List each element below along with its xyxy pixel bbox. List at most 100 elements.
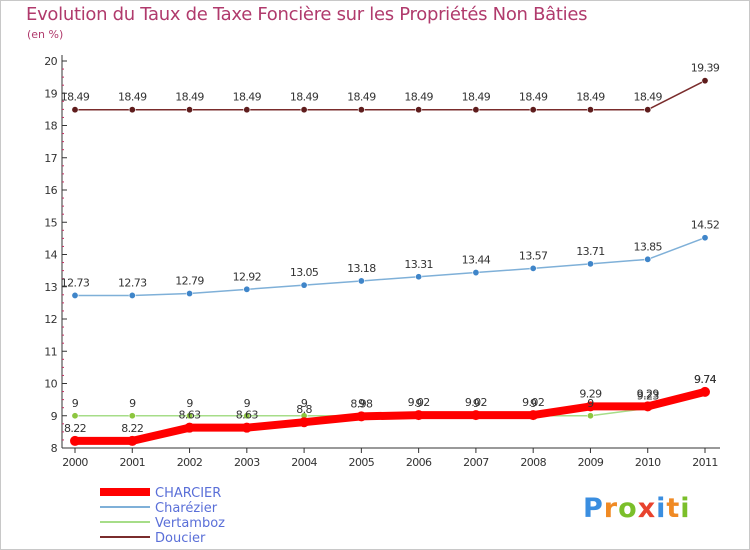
data-point-charcier [470, 410, 481, 421]
data-point-doucier [71, 106, 79, 114]
x-tick-label: 2002 [177, 456, 203, 469]
data-point-charcier [528, 410, 539, 421]
data-point-charézier [71, 291, 79, 299]
data-label-vertamboz: 9 [72, 397, 79, 410]
data-point-vertamboz [128, 412, 136, 420]
data-label-charcier: 8.63 [178, 409, 201, 422]
series-line-doucier [74, 79, 706, 111]
data-label-doucier: 18.49 [118, 91, 147, 104]
data-label-charcier: 8.98 [350, 397, 373, 410]
data-point-charézier [586, 260, 594, 268]
y-tick-label: 14 [44, 249, 57, 262]
data-label-charézier: 13.05 [290, 266, 319, 279]
data-point-vertamboz [586, 412, 594, 420]
data-label-vertamboz: 9 [415, 397, 422, 410]
data-label-vertamboz: 9 [587, 397, 594, 410]
data-label-doucier: 18.49 [61, 91, 90, 104]
data-label-charézier: 12.73 [118, 276, 147, 289]
logo-letter: P [583, 493, 604, 524]
data-point-doucier [357, 106, 365, 114]
data-label-charézier: 13.57 [519, 249, 548, 262]
data-label-charézier: 12.92 [233, 270, 262, 283]
y-tick-label: 12 [44, 313, 57, 326]
data-point-doucier [472, 106, 480, 114]
x-tick-label: 2010 [635, 456, 661, 469]
proxiti-logo: Proxiti [583, 493, 691, 524]
chart-title: Evolution du Taux de Taxe Foncière sur l… [26, 4, 588, 25]
data-label-charcier: 9.02 [522, 396, 544, 409]
data-point-doucier [586, 106, 594, 114]
y-tick-label: 8 [51, 442, 58, 455]
data-point-charézier [529, 264, 537, 272]
data-label-charcier: 9.29 [637, 387, 660, 400]
data-point-doucier [243, 106, 251, 114]
legend-label-doucier: Doucier [155, 531, 206, 546]
data-point-charézier [243, 285, 251, 293]
y-tick-label: 17 [44, 152, 57, 165]
data-label-charézier: 13.44 [462, 254, 491, 267]
y-tick-label: 9 [51, 410, 58, 423]
logo-letter: i [656, 493, 667, 524]
data-label-vertamboz: 9.23 [637, 389, 660, 402]
data-point-doucier [529, 106, 537, 114]
data-label-charcier: 9.02 [408, 396, 430, 409]
data-point-vertamboz [243, 412, 251, 420]
data-point-vertamboz [71, 412, 79, 420]
legend-label-vertamboz: Vertamboz [155, 516, 225, 531]
data-label-charézier: 13.31 [404, 258, 433, 271]
x-tick-label: 2004 [291, 456, 317, 469]
logo-letter: x [637, 493, 657, 524]
data-label-vertamboz: 9 [301, 397, 308, 410]
data-point-charézier [186, 290, 194, 298]
data-label-charézier: 13.18 [347, 262, 376, 275]
series-line-charcier [71, 387, 709, 445]
data-label-charcier: 9.29 [579, 387, 602, 400]
legend-label-charcier: CHARCIER [155, 486, 221, 501]
data-point-doucier [701, 77, 709, 85]
x-tick-label: 2008 [520, 456, 546, 469]
y-tick-label: 10 [44, 378, 57, 391]
data-label-charcier: 9.74 [694, 373, 717, 386]
data-point-charcier [356, 411, 367, 422]
data-label-doucier: 18.49 [576, 91, 605, 104]
data-label-doucier: 18.49 [404, 91, 433, 104]
y-tick-label: 15 [44, 216, 57, 229]
y-tick-label: 16 [44, 184, 57, 197]
data-label-vertamboz: 9 [244, 397, 251, 410]
data-label-doucier: 18.49 [290, 91, 319, 104]
data-point-charézier [415, 273, 423, 281]
data-point-doucier [300, 106, 308, 114]
data-label-doucier: 18.49 [233, 91, 262, 104]
data-label-charcier: 8.22 [64, 422, 86, 435]
x-tick-label: 2007 [463, 456, 489, 469]
y-tick-label: 11 [44, 345, 57, 358]
logo-letter: i [680, 493, 691, 524]
y-axis-unit-label: (en %) [27, 28, 64, 41]
data-point-vertamboz [186, 412, 194, 420]
data-point-charézier [701, 234, 709, 242]
x-tick-label: 2009 [578, 456, 604, 469]
logo-letter: r [603, 493, 619, 524]
data-label-doucier: 19.39 [691, 62, 720, 75]
data-label-charcier: 8.63 [236, 409, 259, 422]
data-label-vertamboz: 9 [129, 397, 136, 410]
data-label-vertamboz: 9 [358, 397, 365, 410]
x-tick-label: 2006 [406, 456, 432, 469]
data-point-doucier [644, 106, 652, 114]
data-label-charcier: 8.22 [121, 422, 143, 435]
data-point-doucier [186, 106, 194, 114]
logo-letter: o [618, 493, 638, 524]
data-label-doucier: 18.49 [347, 91, 376, 104]
data-point-charcier [184, 422, 195, 433]
data-point-charcier [413, 410, 424, 421]
data-label-charcier: 9.02 [465, 396, 487, 409]
data-label-doucier: 18.49 [519, 91, 548, 104]
data-label-charézier: 13.85 [633, 240, 662, 253]
data-point-charcier [241, 422, 252, 433]
legend-label-charézier: Charézier [155, 501, 218, 516]
data-label-charézier: 14.52 [691, 219, 720, 232]
y-tick-label: 20 [44, 55, 57, 68]
data-point-charézier [300, 281, 308, 289]
x-tick-label: 2000 [62, 456, 88, 469]
